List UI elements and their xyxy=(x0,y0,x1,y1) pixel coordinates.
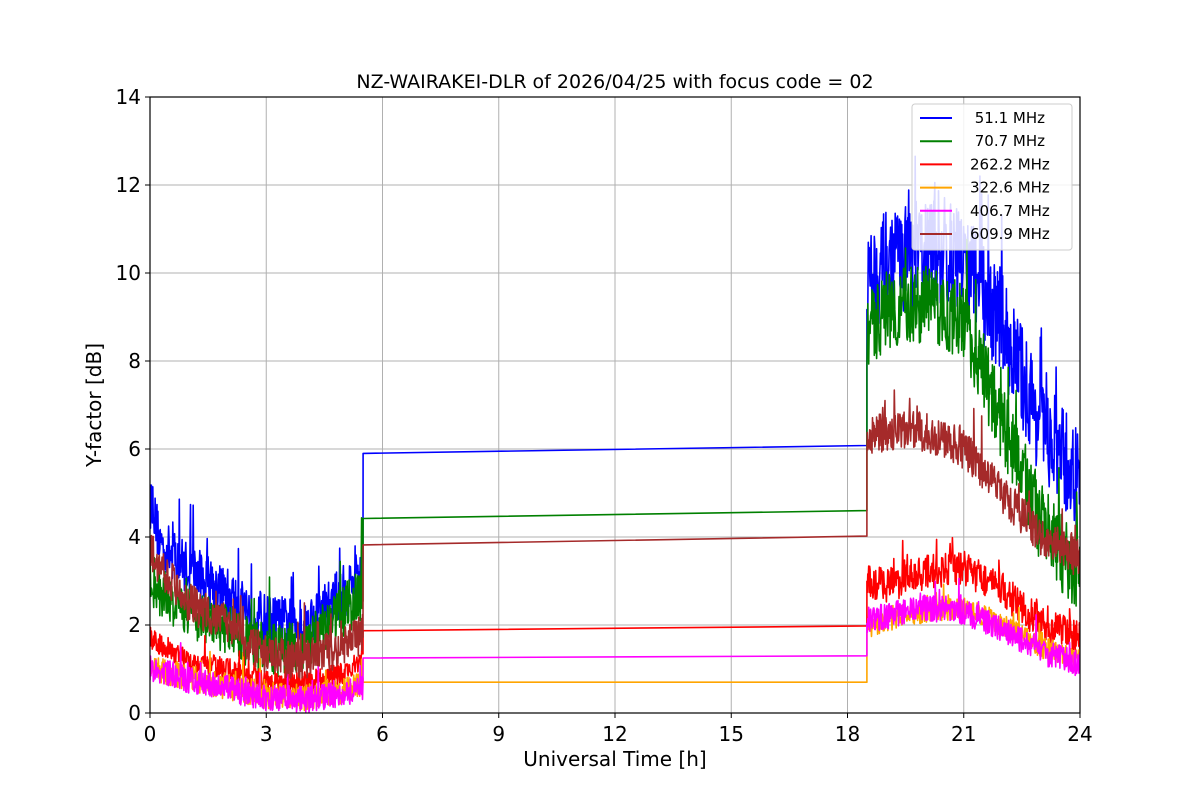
x-tick-label: 21 xyxy=(951,722,976,746)
y-tick-label: 4 xyxy=(128,525,141,549)
x-tick-label: 3 xyxy=(260,722,273,746)
legend-label: 70.7 MHz xyxy=(970,132,1045,150)
chart-title: NZ-WAIRAKEI-DLR of 2026/04/25 with focus… xyxy=(356,71,873,93)
y-tick-label: 0 xyxy=(128,701,141,725)
series-line-5 xyxy=(150,577,1080,713)
legend-label: 51.1 MHz xyxy=(970,109,1045,127)
series-line-6 xyxy=(150,389,1080,679)
x-tick-label: 15 xyxy=(719,722,744,746)
legend-label: 262.2 MHz xyxy=(970,155,1050,173)
legend-label: 609.9 MHz xyxy=(970,225,1050,243)
y-tick-label: 8 xyxy=(128,349,141,373)
y-tick-label: 10 xyxy=(116,261,141,285)
series-line-3 xyxy=(150,536,1080,694)
y-tick-label: 12 xyxy=(116,173,141,197)
legend-label: 322.6 MHz xyxy=(970,179,1050,197)
series-layer xyxy=(150,155,1080,713)
x-tick-label: 9 xyxy=(492,722,505,746)
x-tick-label: 18 xyxy=(835,722,860,746)
series-line-2 xyxy=(150,238,1080,678)
x-axis-label: Universal Time [h] xyxy=(523,747,706,771)
x-tick-label: 6 xyxy=(376,722,389,746)
x-axis: 0 3 6 9 12 15 18 21 24 xyxy=(144,713,1093,746)
legend-label: 406.7 MHz xyxy=(970,202,1050,220)
y-tick-label: 6 xyxy=(128,437,141,461)
x-tick-label: 0 xyxy=(144,722,157,746)
y-tick-label: 14 xyxy=(116,85,141,109)
x-tick-label: 12 xyxy=(602,722,627,746)
y-axis: 0 2 4 6 8 10 12 14 xyxy=(116,85,150,725)
y-tick-label: 2 xyxy=(128,613,141,637)
y-axis-label: Y-factor [dB] xyxy=(82,343,106,468)
x-tick-label: 24 xyxy=(1067,722,1092,746)
legend: 51.1 MHz 70.7 MHz 262.2 MHz 322.6 MHz 406.7… xyxy=(911,103,1073,251)
